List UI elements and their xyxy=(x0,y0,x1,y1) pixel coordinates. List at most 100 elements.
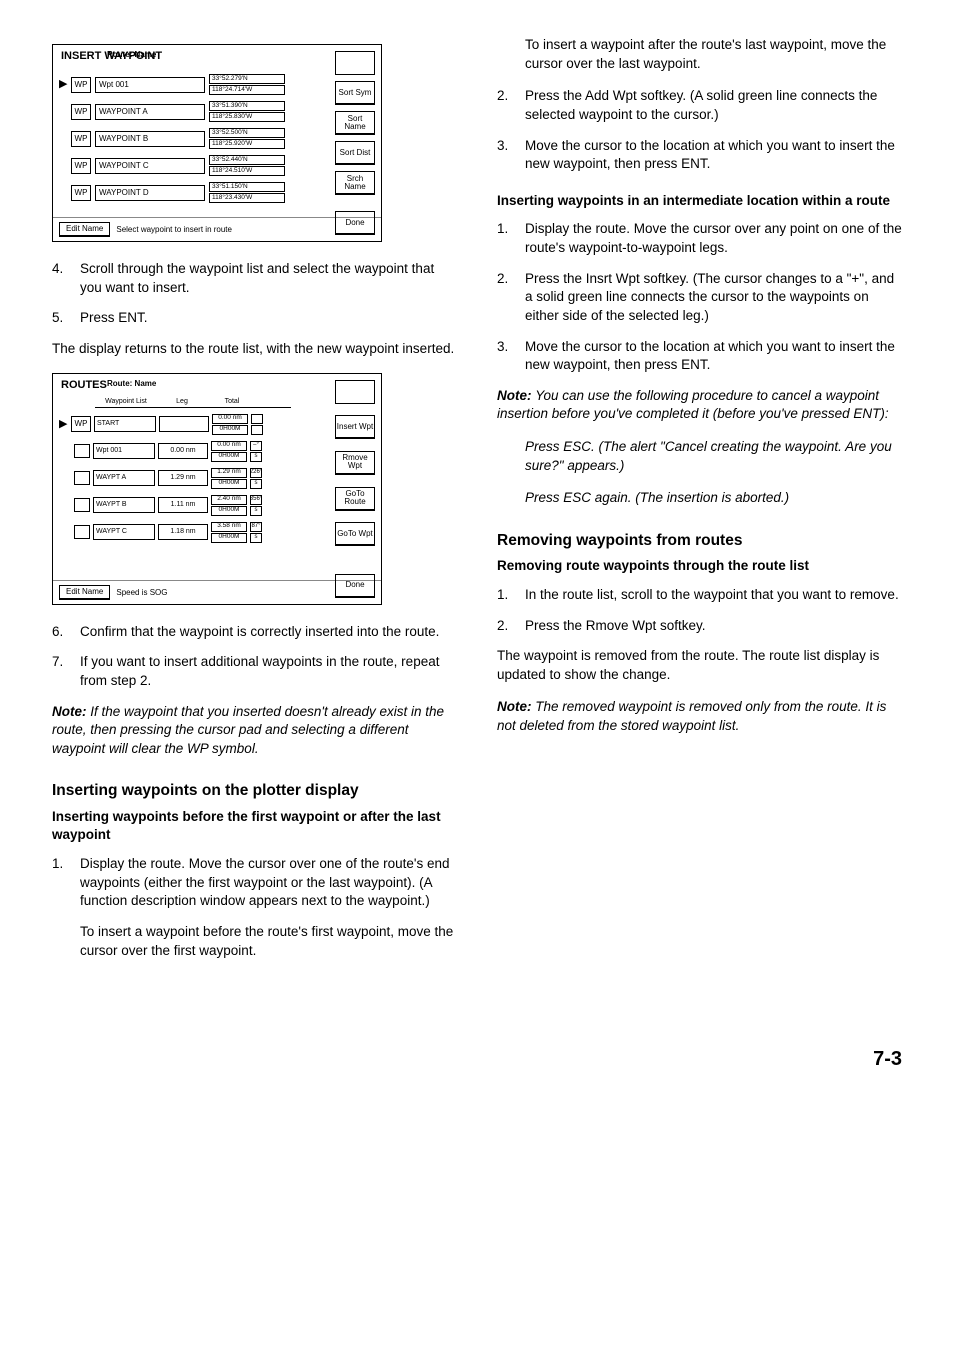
step: 1. In the route list, scroll to the wayp… xyxy=(497,586,902,605)
step-num: 3. xyxy=(497,338,515,375)
wp-lon: 118°24.510'W xyxy=(209,166,285,176)
bearing-cell xyxy=(251,414,263,424)
cancel-step: Press ESC. (The alert "Cancel creating t… xyxy=(525,438,902,475)
page-number: 7-3 xyxy=(52,1046,902,1074)
route-row: WAYPT B 1.11 nm 2.40 nm 0H00M 356° s xyxy=(61,495,327,516)
note-label: Note: xyxy=(497,699,532,714)
step: 5. Press ENT. xyxy=(52,309,457,328)
heading-inserting-plotter: Inserting waypoints on the plotter displ… xyxy=(52,780,457,801)
side-cell: s xyxy=(250,506,262,516)
note-body: The removed waypoint is removed only fro… xyxy=(497,699,886,733)
step: 3. Move the cursor to the location at wh… xyxy=(497,338,902,375)
route-row: WAYPT A 1.29 nm 1.29 nm 0H00M 226° s xyxy=(61,468,327,489)
step-text: Display the route. Move the cursor over … xyxy=(80,856,450,908)
note: Note: If the waypoint that you inserted … xyxy=(52,703,457,759)
softkey: Rmove Wpt xyxy=(335,451,375,475)
bearing-cell: 87° xyxy=(250,522,262,532)
heading-removing: Removing waypoints from routes xyxy=(497,530,902,551)
wp-symbol: WP xyxy=(71,104,91,120)
table-header: Waypoint List Leg Total xyxy=(95,397,291,408)
softkey: Done xyxy=(335,574,375,598)
bottom-text: Select waypoint to insert in route xyxy=(116,224,232,235)
step-text: If you want to insert additional waypoin… xyxy=(80,653,457,690)
cancel-step: Press ESC again. (The insertion is abort… xyxy=(525,489,902,508)
step-text: Press the Add Wpt softkey. (A solid gree… xyxy=(525,87,902,124)
wp-name: WAYPT B xyxy=(93,497,155,513)
step-text: Confirm that the waypoint is correctly i… xyxy=(80,623,457,642)
waypoint-row: WP WAYPOINT A 33°51.390'N 118°25.830'W xyxy=(61,101,327,122)
side-cell: s xyxy=(250,479,262,489)
insert-waypoint-screen: Route: Name INSERT WAYPOINT ▶ WP Wpt 001… xyxy=(52,44,382,242)
leg-cell: 1.18 nm xyxy=(158,524,208,540)
wp-name: WAYPOINT C xyxy=(95,158,205,174)
step-extra: To insert a waypoint before the route's … xyxy=(80,923,457,960)
subheading-removing-list: Removing route waypoints through the rou… xyxy=(497,557,902,576)
wp-lon: 118°25.920'W xyxy=(209,139,285,149)
step-num: 6. xyxy=(52,623,70,642)
subheading-before-after: Inserting waypoints before the first way… xyxy=(52,808,457,845)
step-text: In the route list, scroll to the waypoin… xyxy=(525,586,902,605)
step: 6. Confirm that the waypoint is correctl… xyxy=(52,623,457,642)
step: 2. Press the Insrt Wpt softkey. (The cur… xyxy=(497,270,902,326)
edit-name-btn: Edit Name xyxy=(59,585,110,600)
route-row: Wpt 001 0.00 nm 0.00 nm 0H00M –° s xyxy=(61,441,327,462)
wp-lat: 33°52.279'N xyxy=(209,74,285,84)
wp-symbol-empty xyxy=(74,498,90,512)
note-label: Note: xyxy=(497,388,532,403)
step: 1. Display the route. Move the cursor ov… xyxy=(52,855,457,974)
waypoint-row: WP WAYPOINT C 33°52.440'N 118°24.510'W xyxy=(61,155,327,176)
total-time: 0H00M xyxy=(212,425,248,435)
note-body: If the waypoint that you inserted doesn'… xyxy=(52,704,444,756)
softkey: Srch Name xyxy=(335,171,375,195)
wp-symbol: WP xyxy=(71,185,91,201)
softkey xyxy=(335,201,375,205)
wp-name: WAYPT A xyxy=(93,470,155,486)
wp-name: START xyxy=(94,416,156,432)
selection-triangle-icon: ▶ xyxy=(59,419,67,430)
wp-lat: 33°52.440'N xyxy=(209,155,285,165)
step-text: Press the Insrt Wpt softkey. (The cursor… xyxy=(525,270,902,326)
step-num: 4. xyxy=(52,260,70,297)
step-text: Display the route. Move the cursor over … xyxy=(525,220,902,257)
wp-name: WAYPOINT B xyxy=(95,131,205,147)
waypoint-row: WP WAYPOINT B 33°52.500'N 118°25.920'W xyxy=(61,128,327,149)
waypoint-row: ▶ WP Wpt 001 33°52.279'N 118°24.714'W xyxy=(61,74,327,95)
softkey: GoTo Route xyxy=(335,487,375,511)
softkey: GoTo Wpt xyxy=(335,522,375,546)
softkey: Insert Wpt xyxy=(335,415,375,439)
step: 2. Press the Add Wpt softkey. (A solid g… xyxy=(497,87,902,124)
total-dist: 3.58 nm xyxy=(211,522,247,532)
softkey xyxy=(335,380,375,404)
wp-lon: 118°25.830'W xyxy=(209,112,285,122)
step-num: 1. xyxy=(497,220,515,257)
wp-lat: 33°51.390'N xyxy=(209,101,285,111)
step: 2. Press the Rmove Wpt softkey. xyxy=(497,617,902,636)
step-num: 2. xyxy=(497,270,515,326)
step-text: Press ENT. xyxy=(80,309,457,328)
screen2-title: ROUTES xyxy=(53,374,381,395)
wp-symbol: WP xyxy=(71,131,91,147)
step-text: Move the cursor to the location at which… xyxy=(525,137,902,174)
total-time: 0H00M xyxy=(211,533,247,543)
note-body: You can use the following procedure to c… xyxy=(497,388,889,422)
leg-cell: 1.29 nm xyxy=(158,470,208,486)
routes-screen: Route: Name ROUTES Waypoint List Leg Tot… xyxy=(52,373,382,605)
step-num: 2. xyxy=(497,87,515,124)
leg-cell xyxy=(159,416,209,432)
route-name-label: Route: Name xyxy=(107,49,156,60)
wp-symbol-empty xyxy=(74,444,90,458)
softkey: Sort Name xyxy=(335,111,375,135)
subheading-intermediate: Inserting waypoints in an intermediate l… xyxy=(497,192,902,211)
bearing-cell: 356° xyxy=(250,495,262,505)
wp-symbol: WP xyxy=(71,158,91,174)
screen1-title: INSERT WAYPOINT xyxy=(53,45,381,66)
note: Note: The removed waypoint is removed on… xyxy=(497,698,902,735)
wp-name: WAYPT C xyxy=(93,524,155,540)
wp-name: Wpt 001 xyxy=(95,77,205,93)
step-num: 3. xyxy=(497,137,515,174)
wp-symbol: WP xyxy=(71,416,91,432)
route-row: WAYPT C 1.18 nm 3.58 nm 0H00M 87° s xyxy=(61,522,327,543)
softkey xyxy=(335,558,375,562)
edit-name-btn: Edit Name xyxy=(59,222,110,237)
paragraph: The waypoint is removed from the route. … xyxy=(497,647,902,684)
